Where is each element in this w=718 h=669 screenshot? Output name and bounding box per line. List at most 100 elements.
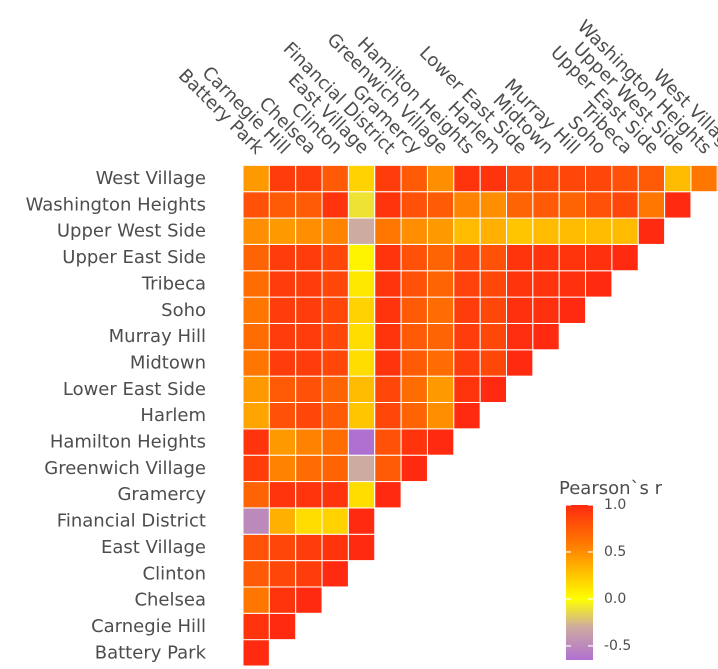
heatmap-cell: [426, 270, 455, 298]
y-tick-label: Tribeca: [141, 273, 206, 294]
heatmap-cell: [374, 375, 402, 403]
heatmap-cell: [268, 454, 297, 483]
heatmap-cell: [479, 243, 507, 272]
heatmap-cell: [347, 164, 376, 193]
y-tick-label: West Village: [96, 168, 206, 189]
heatmap-cell: [453, 270, 481, 298]
heatmap-cell: [321, 243, 349, 272]
heatmap-cell: [268, 243, 297, 272]
heatmap-cell: [321, 296, 349, 324]
heatmap-cell: [400, 164, 428, 193]
y-tick-label: Upper West Side: [57, 221, 206, 242]
legend-color-bar: [566, 505, 593, 660]
legend-ticks: 1.0 0.5 0.0 -0.5: [566, 497, 631, 654]
heatmap-cell: [295, 481, 323, 509]
heatmap-cell: [268, 375, 297, 403]
heatmap-cell: [506, 191, 534, 219]
heatmap-cell: [532, 191, 560, 219]
heatmap-cell: [321, 560, 349, 588]
y-tick-label: Upper East Side: [62, 247, 206, 268]
heatmap-cell: [347, 507, 376, 535]
heatmap-cell: [637, 191, 666, 219]
heatmap-cell: [400, 191, 428, 219]
heatmap-cell: [295, 428, 323, 456]
heatmap-cell: [347, 243, 376, 272]
heatmap-cell: [558, 296, 587, 324]
heatmap-cell: [295, 322, 323, 351]
heatmap-cell: [453, 322, 481, 351]
heatmap-cell: [426, 243, 455, 272]
heatmap-cell: [426, 296, 455, 324]
heatmap-cell: [400, 454, 428, 483]
heatmap-cell: [479, 164, 507, 193]
heatmap-cell: [321, 164, 349, 193]
heatmap-cell: [453, 191, 481, 219]
y-tick-label: Washington Heights: [26, 194, 206, 215]
heatmap-cell: [268, 586, 297, 614]
heatmap-cell: [611, 191, 639, 219]
heatmap-cell: [558, 217, 587, 245]
y-tick-label: Murray Hill: [109, 326, 206, 347]
heatmap-cell: [585, 164, 613, 193]
heatmap-cell: [532, 164, 560, 193]
heatmap-cell: [400, 349, 428, 377]
heatmap-cell: [664, 191, 692, 219]
heatmap-cell: [295, 402, 323, 430]
heatmap-cell: [242, 533, 270, 562]
heatmap-cell: [347, 191, 376, 219]
heatmap-cell: [347, 270, 376, 298]
heatmap-cell: [268, 270, 297, 298]
y-tick-label: East Village: [101, 537, 206, 558]
heatmap-cell: [453, 296, 481, 324]
heatmap-cell: [400, 322, 428, 351]
heatmap-cell: [374, 454, 402, 483]
heatmap-cell: [479, 349, 507, 377]
heatmap-cell: [558, 191, 587, 219]
heatmap-cell: [242, 481, 270, 509]
heatmap-cell: [400, 375, 428, 403]
heatmap-cell: [321, 191, 349, 219]
heatmap-cell: [268, 191, 297, 219]
heatmap-cell: [242, 560, 270, 588]
heatmap-cell: [268, 533, 297, 562]
color-legend: Pearson`s r 1.0 0.5 0.0 -0.5: [559, 478, 663, 660]
heatmap-cell: [321, 349, 349, 377]
heatmap-cell: [242, 349, 270, 377]
heatmap-cell: [506, 322, 534, 351]
heatmap-cell: [426, 217, 455, 245]
heatmap-cell: [347, 349, 376, 377]
heatmap-cell: [321, 375, 349, 403]
heatmap-cell: [453, 375, 481, 403]
heatmap-cell: [295, 164, 323, 193]
heatmap-cell: [242, 270, 270, 298]
heatmap-cell: [242, 586, 270, 614]
y-tick-label: Financial District: [57, 511, 206, 532]
heatmap-cell: [295, 507, 323, 535]
heatmap-cell: [295, 217, 323, 245]
heatmap-cell: [242, 507, 270, 535]
heatmap-cell: [532, 322, 560, 351]
y-tick-label: Greenwich Village: [44, 458, 206, 479]
heatmap-cell: [611, 217, 639, 245]
heatmap-cell: [268, 428, 297, 456]
heatmap-cell: [690, 164, 718, 193]
heatmap-cell: [585, 243, 613, 272]
heatmap-cell: [374, 322, 402, 351]
y-tick-label: Hamilton Heights: [50, 432, 206, 453]
heatmap-cell: [268, 296, 297, 324]
heatmap-cell: [268, 164, 297, 193]
heatmap-cell: [400, 402, 428, 430]
heatmap-cell: [453, 349, 481, 377]
heatmap-cell: [321, 322, 349, 351]
heatmap-cell: [374, 296, 402, 324]
heatmap-cell: [479, 375, 507, 403]
heatmap-cell: [268, 217, 297, 245]
heatmap-cell: [374, 217, 402, 245]
heatmap-cell: [426, 164, 455, 193]
heatmap-cell: [242, 454, 270, 483]
heatmap-cell: [506, 217, 534, 245]
heatmap-cell: [321, 402, 349, 430]
heatmap-cells: [242, 164, 718, 667]
heatmap-cell: [400, 296, 428, 324]
